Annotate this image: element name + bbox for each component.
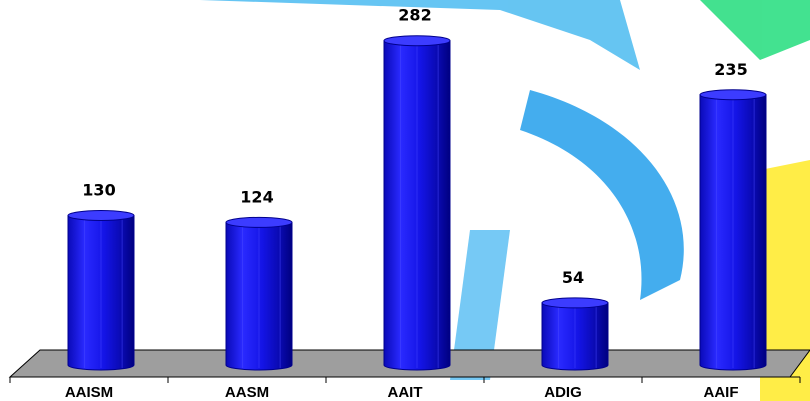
bar (699, 89, 767, 371)
value-label: 54 (562, 268, 584, 287)
bar-top-cap (541, 297, 609, 309)
watermark-green-top (700, 0, 810, 60)
category-label: AAISM (65, 384, 113, 401)
value-label: 130 (82, 181, 115, 200)
value-label: 235 (714, 60, 747, 79)
category-labels-group: AAISM AASM AAIT ADIG AAIF (65, 384, 739, 401)
watermark-blue-stroke (200, 0, 640, 70)
bar-top-cap (225, 216, 293, 228)
bar-top-cap (67, 210, 135, 221)
value-label: 124 (240, 187, 273, 206)
category-label: AAIF (704, 384, 739, 401)
watermark-blue-arc (520, 90, 684, 300)
bar (541, 297, 609, 371)
value-label: 282 (398, 6, 431, 25)
value-labels-group: 130 124 282 54 235 (82, 6, 747, 287)
x-axis (9, 376, 801, 383)
category-label: ADIG (544, 384, 582, 401)
bar-top-cap (383, 35, 451, 47)
bar (225, 216, 293, 371)
watermark-yellow-band (760, 160, 810, 401)
watermark-blue-lower (450, 230, 510, 380)
category-label: AAIT (388, 384, 423, 401)
bar (67, 210, 135, 371)
category-label: AASM (225, 384, 269, 401)
bars-group (67, 35, 767, 371)
bar-top-cap (699, 89, 767, 101)
bar (383, 35, 451, 371)
